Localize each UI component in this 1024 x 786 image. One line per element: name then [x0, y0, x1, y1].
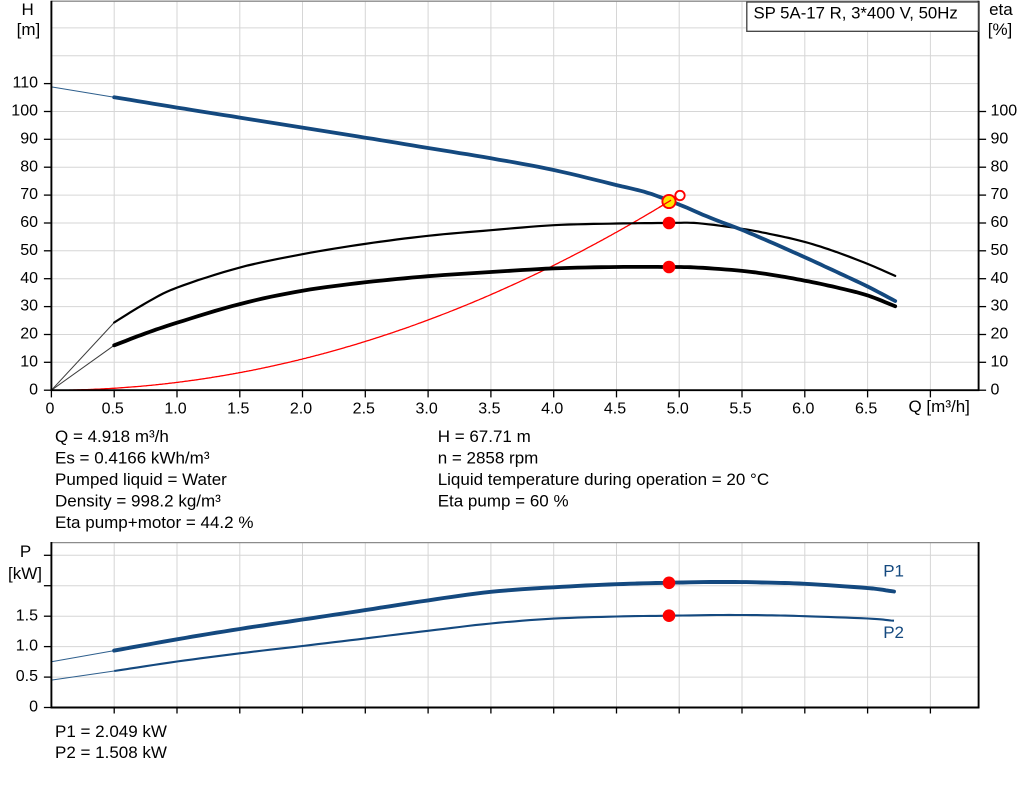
svg-text:80: 80 [20, 158, 38, 175]
svg-text:5.5: 5.5 [729, 400, 751, 417]
svg-text:30: 30 [20, 298, 38, 315]
svg-text:P2 = 1.508 kW: P2 = 1.508 kW [55, 743, 167, 762]
svg-text:20: 20 [20, 326, 38, 343]
svg-text:1.0: 1.0 [164, 400, 186, 417]
svg-text:[m]: [m] [17, 20, 41, 39]
svg-text:100: 100 [991, 103, 1018, 120]
svg-text:30: 30 [991, 298, 1009, 315]
svg-text:20: 20 [991, 326, 1009, 343]
svg-text:70: 70 [20, 186, 38, 203]
svg-text:0.5: 0.5 [16, 668, 38, 685]
svg-text:90: 90 [991, 130, 1009, 147]
svg-text:H: H [21, 0, 33, 19]
svg-text:Liquid temperature during oper: Liquid temperature during operation = 20… [438, 470, 769, 489]
svg-text:3.0: 3.0 [415, 400, 437, 417]
svg-text:eta: eta [989, 0, 1013, 19]
svg-text:0: 0 [991, 381, 1000, 398]
svg-text:n = 2858 rpm: n = 2858 rpm [438, 449, 539, 468]
svg-text:Pumped liquid = Water: Pumped liquid = Water [55, 470, 227, 489]
svg-text:60: 60 [20, 214, 38, 231]
svg-text:50: 50 [20, 242, 38, 259]
svg-text:SP 5A-17 R, 3*400 V, 50Hz: SP 5A-17 R, 3*400 V, 50Hz [753, 3, 957, 22]
svg-text:70: 70 [991, 186, 1009, 203]
svg-text:50: 50 [991, 242, 1009, 259]
svg-text:H = 67.71 m: H = 67.71 m [438, 427, 531, 446]
svg-text:2.0: 2.0 [290, 400, 312, 417]
svg-text:60: 60 [991, 214, 1009, 231]
svg-text:3.5: 3.5 [478, 400, 500, 417]
svg-text:1.5: 1.5 [227, 400, 249, 417]
svg-text:4.0: 4.0 [541, 400, 563, 417]
svg-text:5.0: 5.0 [667, 400, 689, 417]
svg-text:Density = 998.2 kg/m³: Density = 998.2 kg/m³ [55, 492, 221, 511]
svg-text:90: 90 [20, 130, 38, 147]
svg-text:6.0: 6.0 [792, 400, 814, 417]
svg-text:0: 0 [45, 400, 54, 417]
svg-text:Q = 4.918 m³/h: Q = 4.918 m³/h [55, 427, 169, 446]
svg-text:P1: P1 [883, 562, 904, 581]
svg-text:40: 40 [991, 270, 1009, 287]
svg-text:P: P [20, 542, 31, 561]
svg-text:Q [m³/h]: Q [m³/h] [908, 397, 969, 416]
svg-text:P2: P2 [883, 623, 904, 642]
svg-text:10: 10 [20, 353, 38, 370]
svg-text:10: 10 [991, 353, 1009, 370]
svg-text:P1 = 2.049 kW: P1 = 2.049 kW [55, 722, 167, 741]
svg-text:40: 40 [20, 270, 38, 287]
svg-text:Eta pump+motor = 44.2 %: Eta pump+motor = 44.2 % [55, 513, 253, 532]
svg-text:110: 110 [12, 75, 38, 92]
svg-text:Eta pump = 60 %: Eta pump = 60 % [438, 492, 569, 511]
svg-text:4.5: 4.5 [604, 400, 626, 417]
svg-text:2.5: 2.5 [353, 400, 375, 417]
svg-text:100: 100 [11, 103, 38, 120]
svg-text:0: 0 [29, 381, 38, 398]
svg-text:80: 80 [991, 158, 1009, 175]
svg-text:[kW]: [kW] [8, 564, 42, 583]
svg-text:[%]: [%] [988, 20, 1013, 39]
svg-text:Es = 0.4166 kWh/m³: Es = 0.4166 kWh/m³ [55, 449, 210, 468]
svg-text:1.5: 1.5 [16, 607, 38, 624]
svg-text:6.5: 6.5 [855, 400, 877, 417]
svg-text:0: 0 [29, 699, 38, 716]
svg-text:0.5: 0.5 [102, 400, 124, 417]
svg-text:1.0: 1.0 [16, 638, 38, 655]
